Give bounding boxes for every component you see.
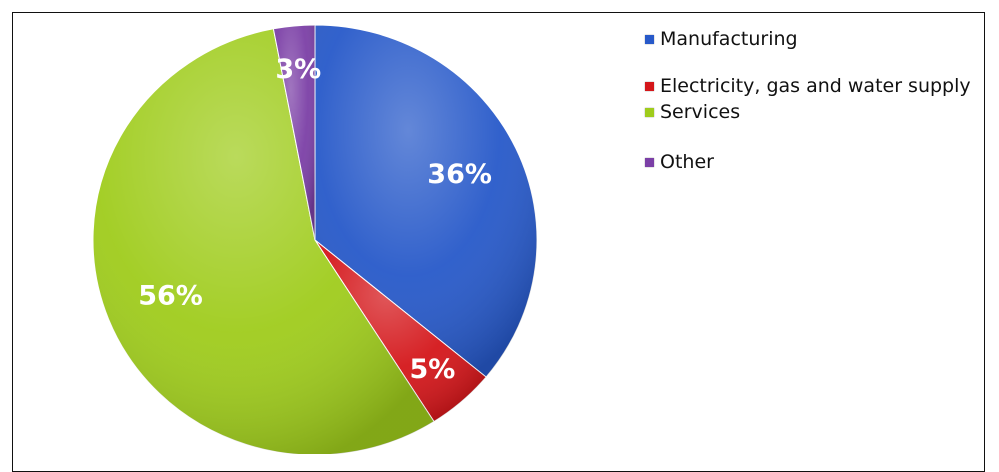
legend-swatch-other xyxy=(645,158,654,167)
legend-swatch-electricity xyxy=(645,82,654,91)
pie-chart: 36% 5% 56% 3% xyxy=(92,24,538,454)
legend-label-electricity: Electricity, gas and water supply xyxy=(660,75,971,97)
legend-item-services: Services xyxy=(645,101,975,123)
slice-label-manufacturing: 36% xyxy=(427,159,492,190)
legend-label-manufacturing: Manufacturing xyxy=(660,28,798,50)
slice-label-electricity: 5% xyxy=(410,354,456,385)
pie-slice-shine-electricity xyxy=(315,240,487,422)
pie-slice-shine-other xyxy=(273,25,315,240)
slice-label-services: 56% xyxy=(138,280,203,311)
slice-label-other: 3% xyxy=(275,54,321,85)
chart-legend: Manufacturing Electricity, gas and water… xyxy=(645,28,975,173)
legend-label-services: Services xyxy=(660,101,741,123)
legend-item-electricity: Electricity, gas and water supply xyxy=(645,75,975,97)
legend-swatch-services xyxy=(645,108,654,117)
legend-swatch-manufacturing xyxy=(645,35,654,44)
legend-item-other: Other xyxy=(645,151,975,173)
pie-slice-shine-manufacturing xyxy=(315,25,537,378)
pie-slice-shine-services xyxy=(93,28,434,454)
legend-item-manufacturing: Manufacturing xyxy=(645,28,975,50)
legend-label-other: Other xyxy=(660,151,714,173)
